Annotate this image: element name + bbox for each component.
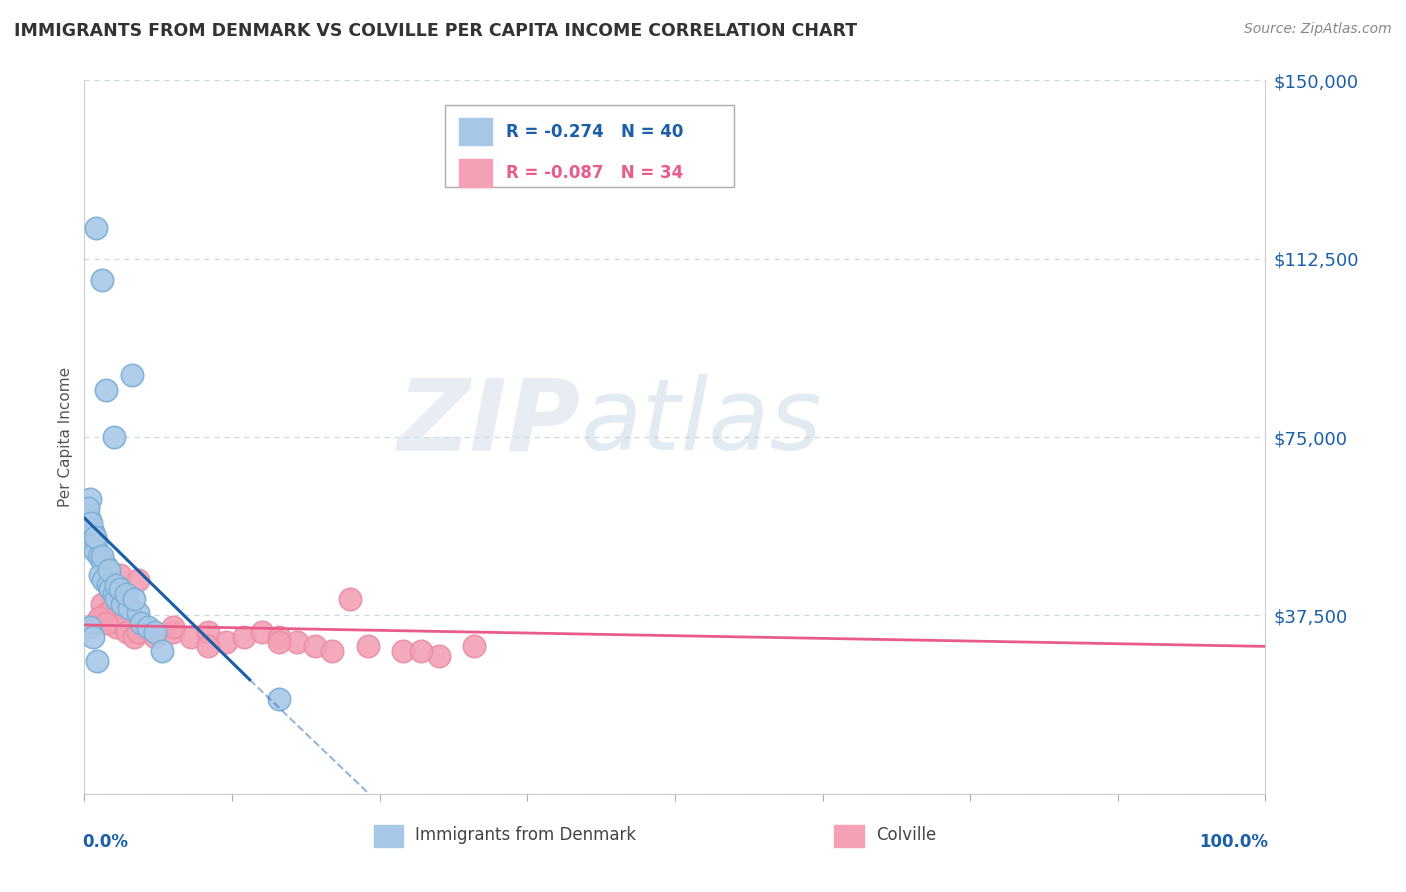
Point (127, 625, 149, 640)
Point (269, 630, 291, 644)
Point (122, 591, 145, 606)
Point (98, 582, 121, 597)
Point (97, 577, 120, 591)
Bar (458, 118, 492, 145)
Point (285, 634, 308, 648)
Point (77, 511, 100, 525)
Point (87, 611, 110, 625)
Point (103, 587, 125, 601)
Point (84, 615, 107, 630)
Point (232, 630, 254, 644)
Point (321, 644, 343, 658)
Point (357, 640, 380, 654)
Point (79, 620, 101, 634)
Point (98, 611, 121, 625)
Point (111, 597, 134, 611)
Text: Immigrants from Denmark: Immigrants from Denmark (415, 826, 636, 844)
Point (84, 530, 107, 544)
Point (121, 368, 143, 383)
Point (108, 568, 131, 582)
Point (101, 601, 124, 615)
Point (84, 544, 107, 558)
Point (108, 582, 131, 597)
Point (105, 591, 128, 606)
Point (82, 525, 104, 540)
Point (97, 563, 120, 577)
Point (89, 568, 111, 582)
Point (129, 615, 152, 630)
Text: ZIP: ZIP (398, 375, 581, 471)
Point (105, 620, 128, 634)
Point (143, 625, 166, 640)
Point (118, 601, 141, 615)
Point (86, 654, 108, 668)
Point (103, 430, 125, 444)
Point (269, 691, 291, 706)
Text: 100.0%: 100.0% (1199, 833, 1268, 851)
Text: R = -0.087   N = 34: R = -0.087 N = 34 (506, 164, 683, 182)
Point (392, 644, 415, 658)
Point (269, 634, 291, 648)
Point (250, 625, 273, 640)
Point (215, 634, 238, 648)
Bar (458, 160, 492, 186)
Point (82, 630, 104, 644)
Point (79, 491, 101, 506)
Point (84, 534, 107, 549)
Point (115, 625, 138, 640)
Point (197, 640, 219, 654)
Text: Colville: Colville (876, 826, 936, 844)
Point (91, 554, 114, 568)
Point (197, 625, 219, 640)
FancyBboxPatch shape (444, 105, 734, 187)
Point (162, 620, 184, 634)
Point (127, 573, 149, 587)
Point (80, 516, 103, 530)
Bar (374, 824, 404, 847)
Point (304, 640, 326, 654)
Point (94, 615, 117, 630)
Point (105, 577, 128, 591)
Point (108, 615, 131, 630)
Text: atlas: atlas (581, 375, 823, 471)
Bar (834, 824, 863, 847)
Point (91, 573, 114, 587)
Point (114, 587, 136, 601)
Point (162, 625, 184, 640)
Point (127, 606, 149, 620)
Point (409, 644, 432, 658)
Point (136, 620, 159, 634)
Point (87, 549, 110, 563)
Point (91, 549, 114, 563)
Point (94, 558, 117, 573)
Point (143, 630, 166, 644)
Point (427, 648, 450, 663)
Point (91, 273, 114, 287)
Point (91, 597, 114, 611)
Text: Source: ZipAtlas.com: Source: ZipAtlas.com (1244, 22, 1392, 37)
Point (98, 563, 121, 577)
Point (122, 630, 145, 644)
Point (180, 630, 202, 644)
Text: 0.0%: 0.0% (82, 833, 128, 851)
Y-axis label: Per Capita Income: Per Capita Income (58, 367, 73, 508)
Text: R = -0.274   N = 40: R = -0.274 N = 40 (506, 123, 683, 141)
Text: IMMIGRANTS FROM DENMARK VS COLVILLE PER CAPITA INCOME CORRELATION CHART: IMMIGRANTS FROM DENMARK VS COLVILLE PER … (14, 22, 858, 40)
Point (339, 591, 361, 606)
Point (94, 383, 117, 397)
Point (84, 220, 107, 235)
Point (463, 640, 485, 654)
Point (77, 501, 100, 516)
Point (94, 606, 117, 620)
Point (150, 644, 173, 658)
